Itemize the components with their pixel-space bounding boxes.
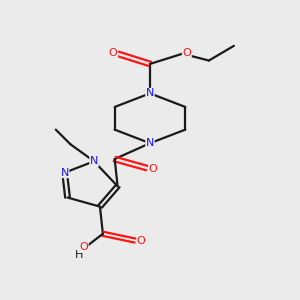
Text: O: O	[182, 48, 191, 58]
Text: O: O	[148, 164, 157, 174]
Text: H: H	[75, 250, 83, 260]
Text: N: N	[146, 88, 154, 98]
Text: N: N	[90, 156, 98, 166]
Text: O: O	[109, 48, 118, 58]
Text: O: O	[137, 236, 146, 246]
Text: N: N	[146, 138, 154, 148]
Text: N: N	[60, 168, 69, 178]
Text: O: O	[80, 242, 88, 252]
